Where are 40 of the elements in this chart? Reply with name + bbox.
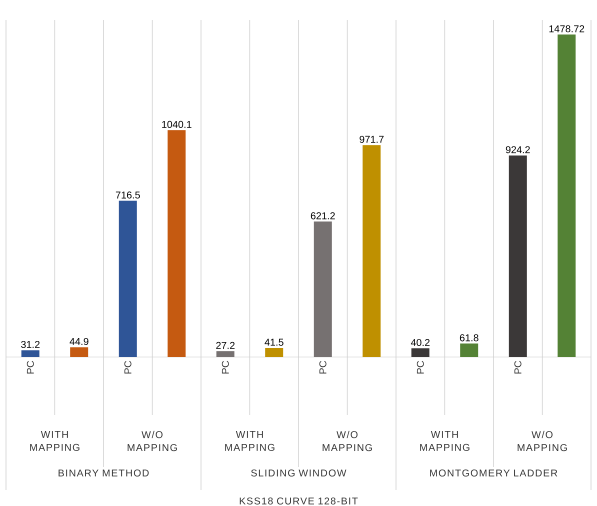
x-tick-label: PC xyxy=(416,360,424,374)
bar xyxy=(21,350,40,357)
bar xyxy=(558,34,576,357)
bar xyxy=(70,347,88,357)
bar xyxy=(314,222,332,357)
data-label: 1478.72 xyxy=(549,25,584,32)
data-label: 40.2 xyxy=(410,338,430,346)
text: SLIDING WINDOW xyxy=(251,469,346,477)
text: WITH MAPPING xyxy=(420,431,470,451)
bar xyxy=(118,200,137,357)
data-label: 44.9 xyxy=(70,338,88,346)
x-tick-label: PC xyxy=(319,360,326,374)
data-label: 716.5 xyxy=(116,191,140,199)
x-tick-label: PC xyxy=(26,360,34,374)
text: BINARY METHOD xyxy=(58,469,149,477)
data-label: 924.2 xyxy=(506,146,530,154)
data-label: 971.7 xyxy=(360,136,384,143)
data-label: 31.2 xyxy=(21,340,40,348)
x-tick-label: PC xyxy=(124,360,132,374)
bar xyxy=(362,145,381,357)
text: W/O MAPPING xyxy=(518,430,567,452)
text: WITH MAPPING xyxy=(30,431,80,451)
bar xyxy=(216,351,234,357)
text: W/O MAPPING xyxy=(322,430,372,452)
text: MONTGOMERY LADDER xyxy=(430,469,558,477)
text: KSS18 CURVE 128-BIT xyxy=(240,497,358,505)
data-label: 1040.1 xyxy=(162,120,192,128)
bar xyxy=(265,348,284,357)
bar xyxy=(508,155,527,357)
text: WITH MAPPING xyxy=(225,431,274,451)
data-label: 621.2 xyxy=(310,212,335,220)
data-label: 27.2 xyxy=(216,342,235,349)
x-tick-label: PC xyxy=(222,360,229,374)
x-tick-label: PC xyxy=(514,360,522,374)
data-label: 41.5 xyxy=(264,338,284,346)
text: W/O MAPPING xyxy=(128,430,177,452)
data-label: 61.8 xyxy=(460,334,478,342)
bar xyxy=(411,348,430,357)
bar xyxy=(168,130,186,357)
bar xyxy=(460,344,478,357)
